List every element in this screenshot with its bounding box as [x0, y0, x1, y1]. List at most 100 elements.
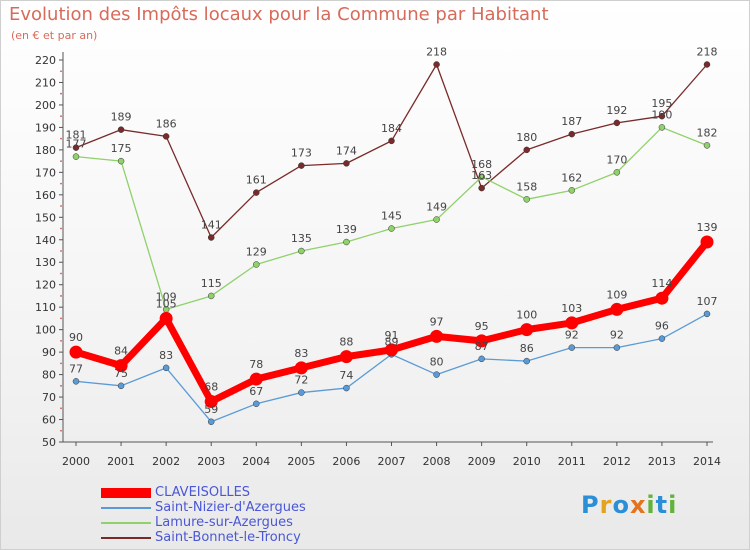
y-minor-dot	[60, 407, 62, 410]
data-label-lamure-sur-azergues: 177	[66, 138, 87, 151]
data-label-saint-bonnet-le-troncy: 184	[381, 122, 402, 135]
y-tick-label: 60	[42, 414, 56, 427]
data-label-claveisolles: 91	[385, 329, 399, 342]
data-point-claveisolles	[294, 361, 308, 375]
data-point-lamure-sur-azergues	[253, 261, 260, 268]
legend-swatch	[101, 488, 151, 498]
data-point-saint-bonnet-le-troncy	[72, 144, 80, 151]
data-label-saint-nizier-d-azergues: 96	[655, 320, 669, 333]
y-tick-label: 140	[35, 234, 56, 247]
data-label-lamure-sur-azergues: 139	[336, 223, 357, 236]
data-point-saint-nizier-d-azergues	[568, 344, 576, 351]
data-point-lamure-sur-azergues	[658, 124, 666, 131]
data-point-lamure-sur-azergues	[72, 153, 80, 160]
data-label-lamure-sur-azergues: 168	[471, 158, 492, 171]
data-point-claveisolles	[114, 359, 128, 373]
y-tick-label: 100	[35, 324, 56, 337]
data-label-claveisolles: 90	[69, 331, 83, 344]
data-point-saint-nizier-d-azergues	[658, 335, 666, 342]
data-label-saint-bonnet-le-troncy: 187	[561, 115, 582, 128]
data-point-saint-nizier-d-azergues	[162, 364, 170, 372]
data-label-saint-bonnet-le-troncy: 195	[651, 97, 672, 110]
data-point-claveisolles	[249, 372, 263, 386]
data-label-lamure-sur-azergues: 170	[606, 153, 627, 166]
y-tick-label: 200	[35, 99, 56, 112]
y-minor-dot	[60, 92, 62, 95]
data-point-saint-bonnet-le-troncy	[162, 133, 170, 140]
y-minor-dot	[60, 272, 62, 275]
logo-letter: P	[581, 491, 600, 519]
data-point-lamure-sur-azergues	[343, 238, 350, 246]
data-point-saint-nizier-d-azergues	[523, 357, 530, 365]
data-label-lamure-sur-azergues: 162	[561, 171, 582, 184]
data-label-lamure-sur-azergues: 109	[156, 290, 177, 303]
logo-letter: t	[655, 491, 669, 519]
chart-title: Evolution des Impôts locaux pour la Comm…	[9, 4, 549, 25]
data-point-saint-bonnet-le-troncy	[478, 184, 485, 192]
y-tick-label: 120	[35, 279, 56, 292]
data-point-saint-bonnet-le-troncy	[207, 234, 215, 241]
y-tick-label: 110	[35, 301, 56, 314]
data-point-saint-nizier-d-azergues	[298, 389, 305, 396]
y-minor-dot	[60, 137, 62, 140]
x-tick-label: 2010	[513, 455, 541, 468]
y-tick-label: 220	[35, 54, 56, 67]
x-tick-label: 2013	[648, 455, 676, 468]
data-point-claveisolles	[655, 291, 669, 305]
y-tick-label: 50	[42, 436, 56, 449]
data-point-saint-nizier-d-azergues	[613, 344, 621, 351]
logo-letter: i	[646, 491, 656, 519]
x-tick-label: 2004	[242, 455, 270, 468]
data-label-lamure-sur-azergues: 182	[697, 126, 718, 139]
data-point-saint-nizier-d-azergues	[253, 400, 260, 408]
x-tick-label: 2005	[287, 455, 315, 468]
data-label-saint-bonnet-le-troncy: 218	[697, 45, 718, 58]
data-label-lamure-sur-azergues: 145	[381, 210, 402, 223]
data-point-saint-bonnet-le-troncy	[253, 189, 260, 196]
y-minor-dot	[60, 317, 62, 320]
y-tick-label: 70	[42, 391, 56, 404]
data-point-saint-nizier-d-azergues	[343, 384, 350, 392]
data-label-lamure-sur-azergues: 149	[426, 201, 447, 214]
data-point-claveisolles	[339, 350, 353, 364]
data-label-saint-nizier-d-azergues: 89	[385, 335, 399, 348]
data-point-claveisolles	[204, 395, 218, 409]
legend-label: Lamure-sur-Azergues	[155, 515, 293, 530]
x-tick-label: 2003	[197, 455, 225, 468]
y-tick-label: 170	[35, 166, 56, 179]
data-label-claveisolles: 105	[156, 297, 177, 310]
data-point-saint-bonnet-le-troncy	[568, 130, 576, 138]
data-point-lamure-sur-azergues	[703, 142, 711, 149]
data-label-lamure-sur-azergues: 129	[246, 245, 267, 258]
x-tick-label: 2007	[378, 455, 406, 468]
x-tick-label: 2008	[423, 455, 451, 468]
data-point-claveisolles	[159, 311, 173, 325]
logo-letter: x	[629, 491, 647, 519]
data-label-saint-nizier-d-azergues: 74	[339, 369, 353, 382]
data-label-lamure-sur-azergues: 190	[651, 108, 672, 121]
data-point-saint-nizier-d-azergues	[703, 310, 711, 318]
data-point-saint-bonnet-le-troncy	[523, 146, 530, 154]
y-minor-dot	[60, 115, 62, 118]
y-minor-dot	[60, 182, 62, 185]
y-tick-label: 160	[35, 189, 56, 202]
data-point-saint-bonnet-le-troncy	[117, 126, 125, 133]
data-label-claveisolles: 83	[294, 347, 308, 360]
y-minor-dot	[60, 205, 62, 207]
legend-label: CLAVEISOLLES	[155, 485, 251, 500]
data-label-claveisolles: 68	[204, 381, 218, 394]
legend-swatch	[101, 522, 151, 524]
data-label-saint-bonnet-le-troncy: 163	[471, 169, 492, 182]
y-minor-dot	[60, 70, 62, 73]
legend-label: Saint-Bonnet-le-Troncy	[155, 530, 301, 545]
y-minor-dot	[60, 384, 62, 387]
data-point-lamure-sur-azergues	[478, 173, 485, 181]
data-point-saint-nizier-d-azergues	[207, 418, 215, 426]
logo-letter: r	[599, 491, 613, 519]
data-label-saint-nizier-d-azergues: 92	[610, 329, 624, 342]
x-tick-label: 2011	[558, 455, 586, 468]
data-point-lamure-sur-azergues	[298, 247, 305, 255]
data-point-lamure-sur-azergues	[523, 196, 530, 203]
data-point-lamure-sur-azergues	[117, 157, 125, 165]
